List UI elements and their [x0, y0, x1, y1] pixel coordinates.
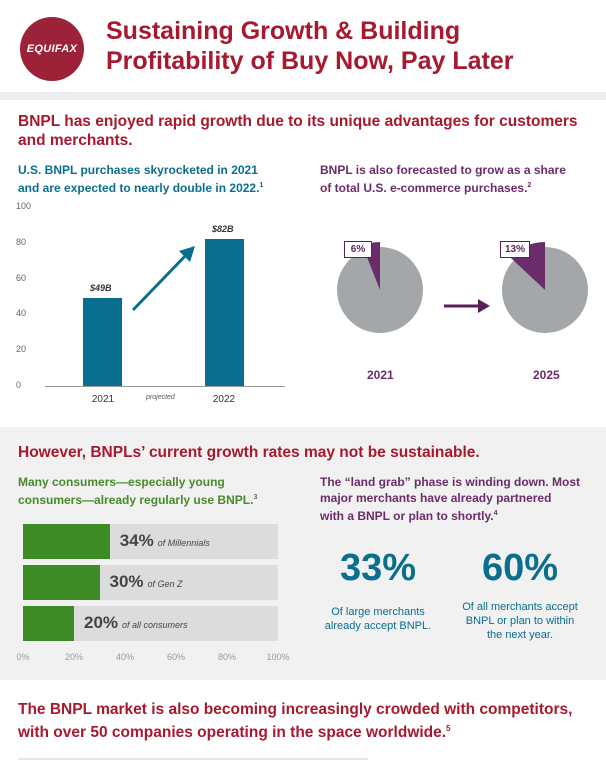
merchants-subheading: The “land grab” phase is winding down. M…: [320, 474, 600, 524]
title-line1: Sustaining Growth & Building: [106, 17, 461, 45]
footnote-marker-5: 5: [446, 724, 451, 733]
stat-60-caption-line1: Of all merchants accept: [462, 601, 578, 613]
pie-label-2021: 6%: [344, 241, 372, 258]
right-subheading: BNPL is also forecasted to grow as a sha…: [320, 162, 600, 196]
footnote-marker-1: 1: [259, 182, 264, 189]
x-tick-2021: 2021: [91, 394, 115, 405]
stat-33-caption-line1: Of large merchants: [331, 606, 425, 618]
consumers-subheading-line2: consumers—already regularly use BNPL.: [18, 493, 254, 507]
usage-bar-percent: 30%: [109, 572, 144, 591]
section3-heading-line2: with over 50 companies operating in the …: [18, 724, 447, 742]
usage-bar-label: 30% of Gen Z: [110, 572, 183, 592]
left-subheading-line2: and are expected to nearly double in 202…: [18, 181, 260, 195]
usage-bar-label: 20% of all consumers: [84, 613, 188, 633]
footnote-marker-3: 3: [253, 494, 258, 501]
growth-arrow-icon: [131, 246, 195, 312]
year-label-2021: 2021: [367, 368, 394, 382]
section3-heading: The BNPL market is also becoming increas…: [18, 700, 598, 742]
usage-bar-fill: [23, 524, 110, 559]
stat-60-caption-line3: the next year.: [486, 629, 554, 641]
usage-bar-percent: 20%: [84, 613, 119, 632]
merchants-subheading-line3: with a BNPL or plan to shortly.: [320, 509, 494, 523]
section-competition: The BNPL market is also becoming increas…: [0, 680, 606, 763]
pie-label-2025: 13%: [500, 241, 530, 258]
usage-bar-track: 30% of Gen Z: [23, 565, 278, 600]
left-subheading: U.S. BNPL purchases skyrocketed in 2021 …: [18, 162, 308, 196]
footnote-marker-2: 2: [527, 182, 532, 189]
y-tick-label: 20: [16, 344, 27, 355]
footnote-marker-4: 4: [493, 510, 498, 517]
consumers-subheading: Many consumers—especially young consumer…: [18, 474, 308, 508]
title-line2: Profitability of Buy Now, Pay Later: [106, 47, 514, 75]
usage-axis-tick: 40%: [115, 652, 134, 662]
y-tick-label: 60: [16, 272, 27, 283]
merchants-subheading-line1: The “land grab” phase is winding down. M…: [320, 475, 581, 489]
usage-bar-track: 34% of Millennials: [23, 524, 278, 559]
stat-60-percent: 60%: [481, 547, 559, 589]
projected-label: projected: [146, 394, 175, 401]
bar-label-2022: $82B: [212, 224, 234, 235]
section1-heading: BNPL has enjoyed rapid growth due to its…: [18, 113, 578, 149]
usage-bar-label: 34% of Millennials: [120, 531, 210, 551]
header: EQUIFAX Sustaining Growth & Building Pro…: [0, 0, 606, 92]
usage-axis-tick: 80%: [217, 652, 236, 662]
x-tick-2022: 2022: [212, 394, 236, 405]
usage-bar-percent: 34%: [119, 531, 154, 550]
stat-60-caption: Of all merchants accept BNPL or plan to …: [450, 600, 590, 642]
footnotes-strip: [18, 758, 368, 760]
usage-axis-tick: 60%: [166, 652, 185, 662]
left-subheading-line1: U.S. BNPL purchases skyrocketed in 2021: [18, 163, 258, 177]
year-label-2025: 2025: [533, 368, 560, 382]
bar-label-2021: $49B: [90, 283, 112, 294]
stat-60-caption-line2: BNPL or plan to within: [465, 615, 575, 627]
section-sustainability: However, BNPLs’ current growth rates may…: [0, 427, 606, 680]
y-tick-label: 100: [16, 201, 32, 211]
usage-bar-fill: [23, 565, 100, 600]
merchants-subheading-line2: major merchants have already partnered: [320, 491, 552, 505]
stat-33-percent: 33%: [339, 547, 417, 589]
usage-bar-desc: of Millennials: [157, 538, 210, 548]
stat-33-caption: Of large merchants already accept BNPL.: [310, 605, 446, 633]
stat-33-caption-line2: already accept BNPL.: [324, 620, 432, 632]
usage-bar-desc: of Gen Z: [147, 579, 183, 589]
section3-heading-line1: The BNPL market is also becoming increas…: [18, 701, 573, 718]
consumers-subheading-line1: Many consumers—especially young: [18, 475, 225, 489]
page-title: Sustaining Growth & Building Profitabili…: [106, 16, 596, 76]
y-tick-label: 0: [16, 380, 22, 390]
usage-bar-track: 20% of all consumers: [23, 606, 278, 641]
section2-heading: However, BNPLs’ current growth rates may…: [18, 444, 480, 461]
x-axis-line: [45, 386, 285, 387]
usage-bar-desc: of all consumers: [122, 620, 188, 630]
right-subheading-line1: BNPL is also forecasted to grow as a sha…: [320, 163, 566, 177]
bnpl-purchases-bar-chart: 0 20 40 60 80 100 $49B $82B 2021 2022 project…: [0, 200, 300, 420]
usage-axis-tick: 0%: [16, 652, 30, 662]
y-tick-label: 80: [16, 236, 27, 247]
usage-bar-fill: [23, 606, 74, 641]
right-subheading-line2: of total U.S. e-commerce purchases.: [320, 181, 528, 195]
bar-2022: [205, 239, 244, 386]
arrow-right-icon: [444, 299, 490, 313]
usage-axis-tick: 100%: [266, 652, 290, 662]
logo-text: EQUIFAX: [26, 43, 78, 55]
equifax-logo: EQUIFAX: [20, 17, 84, 81]
section-growth: BNPL has enjoyed rapid growth due to its…: [0, 92, 606, 427]
usage-bar-chart: 34% of Millennials 30% of Gen Z 20% of all co…: [23, 524, 278, 644]
usage-axis-tick: 20%: [64, 652, 83, 662]
usage-x-axis: 0% 20% 40% 60% 80% 100%: [0, 652, 300, 666]
bar-2021: [83, 298, 122, 386]
y-tick-label: 40: [16, 308, 27, 319]
